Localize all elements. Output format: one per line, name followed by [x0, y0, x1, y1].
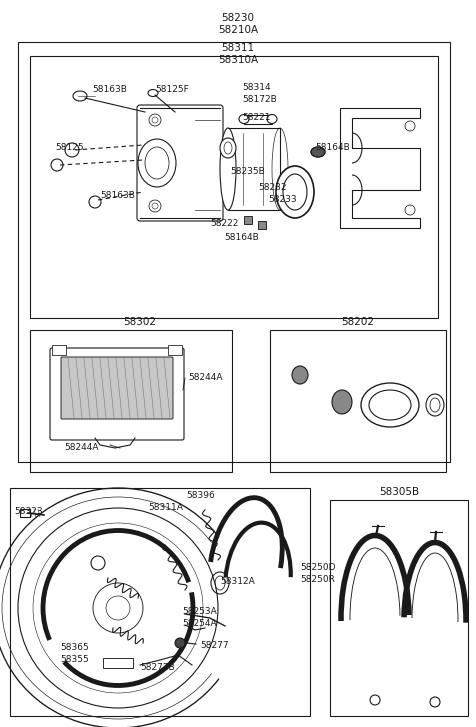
Text: 58272B: 58272B	[140, 664, 175, 672]
Text: 58253A: 58253A	[182, 608, 217, 616]
Bar	[20, 509, 30, 517]
Text: 58310A: 58310A	[218, 55, 258, 65]
FancyBboxPatch shape	[61, 357, 173, 419]
Text: 58172B: 58172B	[242, 95, 277, 105]
Ellipse shape	[220, 138, 236, 158]
Text: 58222: 58222	[210, 220, 238, 228]
Circle shape	[149, 114, 161, 126]
Polygon shape	[340, 108, 420, 228]
Circle shape	[65, 143, 79, 157]
Text: 58221: 58221	[242, 113, 270, 123]
Text: 58244A: 58244A	[188, 374, 222, 382]
Circle shape	[175, 638, 185, 648]
Ellipse shape	[148, 89, 158, 97]
Text: 58396: 58396	[186, 491, 215, 499]
Text: 58355: 58355	[60, 656, 89, 664]
Ellipse shape	[220, 128, 236, 210]
Ellipse shape	[239, 114, 249, 124]
Text: 58164B: 58164B	[224, 233, 259, 243]
Ellipse shape	[267, 114, 277, 124]
Ellipse shape	[276, 166, 314, 218]
Text: 58233: 58233	[268, 196, 297, 204]
Circle shape	[370, 695, 380, 705]
Text: 58312A: 58312A	[220, 577, 255, 587]
Ellipse shape	[283, 174, 307, 210]
Bar	[30, 330, 232, 472]
Bar	[168, 345, 182, 355]
Text: 58250R: 58250R	[300, 576, 335, 585]
Ellipse shape	[224, 142, 232, 154]
Text: 58232: 58232	[258, 183, 287, 193]
Ellipse shape	[292, 366, 308, 384]
Bar	[270, 330, 446, 472]
Text: 58164B: 58164B	[315, 143, 350, 153]
Circle shape	[51, 159, 63, 171]
FancyBboxPatch shape	[137, 105, 223, 221]
Text: 58163B: 58163B	[92, 86, 128, 95]
Bar	[52, 345, 66, 355]
Circle shape	[149, 200, 161, 212]
Text: 58254A: 58254A	[182, 619, 217, 629]
Text: 58277: 58277	[200, 641, 228, 651]
Text: 58314: 58314	[242, 84, 271, 92]
Ellipse shape	[73, 91, 87, 101]
Bar	[228, 128, 280, 210]
Text: 58311: 58311	[221, 43, 255, 53]
Circle shape	[89, 196, 101, 208]
Text: 58250D: 58250D	[300, 563, 336, 572]
Text: 58235B: 58235B	[230, 167, 265, 177]
Ellipse shape	[311, 147, 325, 157]
Text: 58365: 58365	[60, 643, 89, 653]
Ellipse shape	[430, 398, 440, 412]
Bar	[258, 221, 266, 229]
Bar	[244, 115, 272, 124]
Text: 58163B: 58163B	[100, 191, 135, 201]
Circle shape	[152, 117, 158, 123]
Circle shape	[405, 121, 415, 131]
FancyBboxPatch shape	[50, 348, 184, 440]
Ellipse shape	[145, 147, 169, 179]
Text: 58202: 58202	[341, 317, 375, 327]
Circle shape	[152, 203, 158, 209]
Text: 58311A: 58311A	[148, 504, 183, 513]
Text: 58125F: 58125F	[155, 86, 189, 95]
Bar	[10, 488, 310, 716]
Circle shape	[106, 596, 130, 620]
Ellipse shape	[311, 147, 325, 157]
Bar	[30, 56, 438, 318]
Text: 58244A: 58244A	[64, 443, 99, 452]
Bar	[18, 42, 450, 462]
Bar	[330, 500, 468, 716]
Ellipse shape	[369, 390, 411, 420]
Text: 58230: 58230	[221, 13, 255, 23]
Ellipse shape	[138, 139, 176, 187]
Text: 58323: 58323	[14, 507, 43, 516]
Circle shape	[405, 205, 415, 215]
Text: 58302: 58302	[123, 317, 157, 327]
Text: 58210A: 58210A	[218, 25, 258, 35]
Bar	[103, 658, 133, 668]
Ellipse shape	[332, 390, 352, 414]
Circle shape	[91, 556, 105, 570]
Bar	[244, 216, 252, 224]
Text: 58125: 58125	[55, 143, 84, 153]
Circle shape	[430, 697, 440, 707]
Text: 58305B: 58305B	[379, 487, 419, 497]
